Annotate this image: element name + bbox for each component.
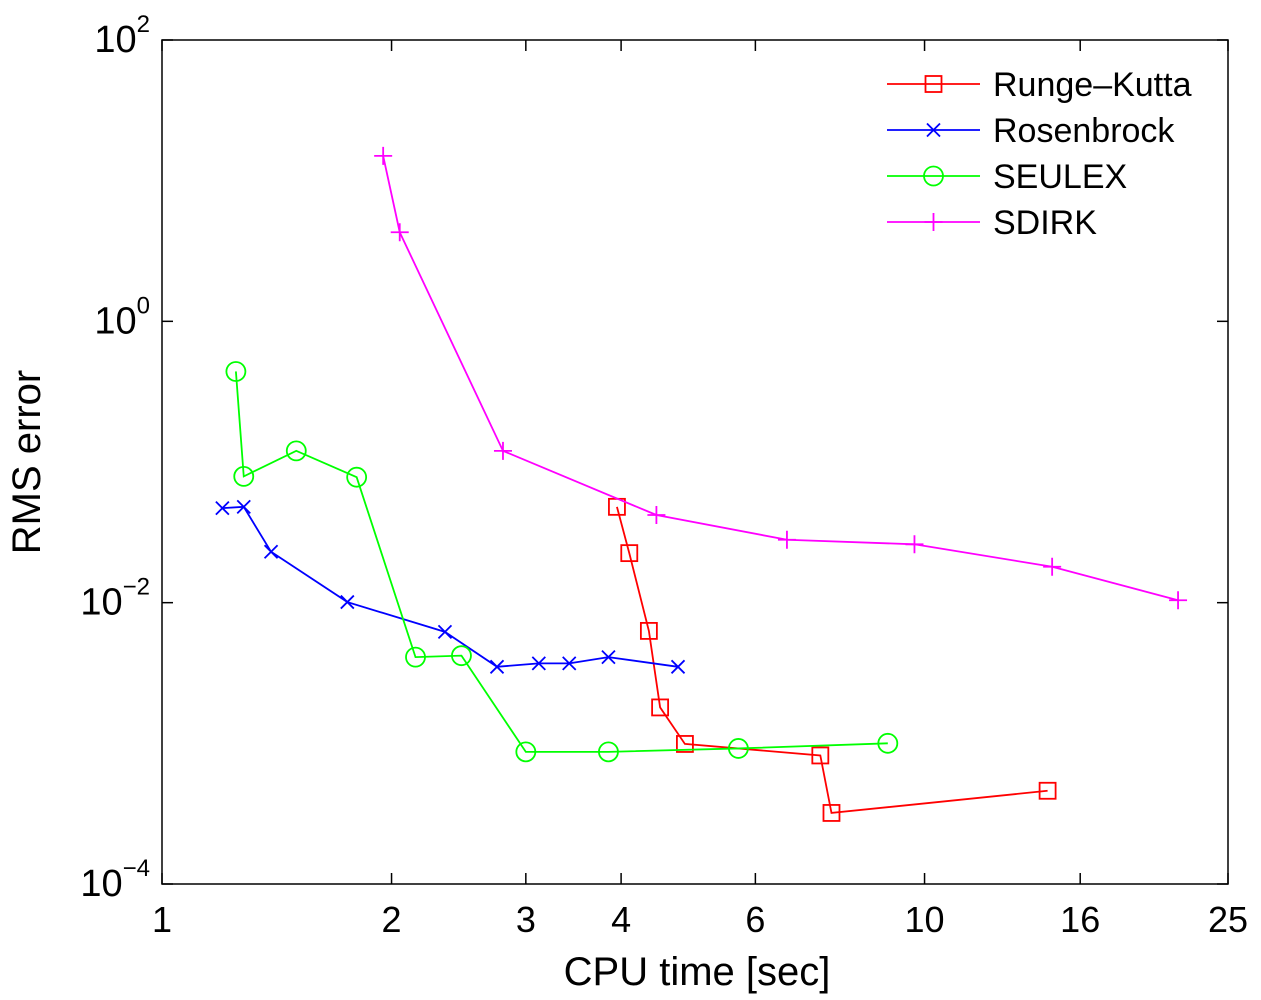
series-3	[374, 146, 1188, 610]
y-tick-label-base: 10	[94, 300, 136, 342]
legend-entry-3: SDIRK	[887, 204, 1097, 242]
legend-marker	[923, 165, 944, 187]
series-line-0	[616, 506, 1048, 814]
data-point-square	[639, 621, 658, 640]
y-tick-label-base: 10	[94, 19, 136, 61]
series-0	[608, 497, 1057, 822]
data-point-plus	[374, 146, 393, 165]
data-point-x	[670, 659, 686, 674]
data-point-x	[489, 659, 505, 674]
data-point-plus	[1169, 591, 1188, 610]
x-tick-label: 10	[905, 899, 945, 940]
legend-marker	[924, 213, 943, 231]
legend-entry-1: Rosenbrock	[887, 112, 1175, 150]
x-tick-label: 16	[1060, 899, 1100, 940]
series-line-1	[222, 505, 679, 668]
plot-series	[215, 146, 1188, 822]
data-point-plus	[777, 530, 796, 549]
series-line-2	[235, 371, 888, 753]
legend-marker	[924, 75, 943, 93]
data-point-x	[437, 624, 453, 640]
data-point-x	[263, 544, 279, 559]
y-axis-title: RMS error	[5, 370, 49, 554]
data-point-x	[601, 649, 616, 665]
legend-label: Rosenbrock	[993, 112, 1175, 150]
y-tick-label: 102	[94, 11, 150, 61]
data-point-square	[811, 746, 830, 765]
data-point-square	[676, 735, 694, 753]
x-tick-label: 25	[1208, 899, 1248, 940]
data-point-circle	[285, 440, 307, 462]
data-point-x	[562, 656, 577, 671]
legend: Runge–Kutta Rosenbrock SEULEX SDIRK	[887, 66, 1192, 242]
data-point-x	[215, 500, 230, 516]
data-point-square	[1038, 781, 1057, 800]
series-line-3	[382, 155, 1179, 602]
data-point-circle	[451, 645, 472, 667]
y-tick-label-exponent: −2	[123, 574, 150, 601]
x-tick-label: 3	[516, 899, 536, 940]
data-point-circle	[233, 466, 255, 487]
data-point-plus	[647, 505, 666, 524]
data-point-plus	[390, 223, 409, 242]
y-tick-label: 100	[94, 292, 150, 342]
plot-frame	[161, 39, 1229, 885]
y-tick-label-exponent: 0	[137, 292, 150, 319]
x-tick-label: 6	[745, 899, 765, 940]
data-point-circle	[727, 738, 749, 759]
data-point-square	[822, 804, 841, 822]
series-1	[215, 499, 686, 674]
data-point-circle	[346, 466, 368, 488]
data-point-x	[236, 499, 251, 514]
x-tick-label: 1	[152, 899, 172, 940]
x-tick-label: 2	[382, 899, 402, 940]
data-point-plus	[1043, 557, 1062, 576]
data-point-x	[340, 594, 355, 610]
data-point-plus	[493, 441, 512, 460]
data-point-circle	[515, 741, 537, 763]
legend-marker	[926, 122, 941, 138]
legend-label: SDIRK	[993, 204, 1097, 242]
data-point-circle	[598, 741, 619, 763]
series-2	[225, 361, 899, 763]
data-point-square	[651, 698, 670, 717]
y-tick-label: 10−2	[80, 574, 150, 624]
data-point-circle	[877, 732, 899, 754]
legend-label: SEULEX	[993, 158, 1127, 196]
data-point-circle	[405, 646, 426, 668]
data-point-plus	[905, 535, 924, 554]
y-tick-label-base: 10	[80, 582, 122, 624]
data-point-x	[531, 656, 546, 671]
y-tick-label-exponent: 2	[137, 11, 150, 38]
data-point-square	[620, 544, 639, 563]
data-point-circle	[225, 361, 247, 382]
legend-entry-2: SEULEX	[887, 158, 1127, 196]
legend-label: Runge–Kutta	[993, 66, 1192, 104]
legend-entry-0: Runge–Kutta	[887, 66, 1192, 104]
y-tick-label-base: 10	[80, 863, 122, 905]
y-tick-label-exponent: −4	[123, 855, 150, 882]
x-axis-title: CPU time [sec]	[564, 950, 831, 994]
y-tick-label: 10−4	[80, 855, 150, 905]
x-tick-label: 4	[611, 899, 631, 940]
